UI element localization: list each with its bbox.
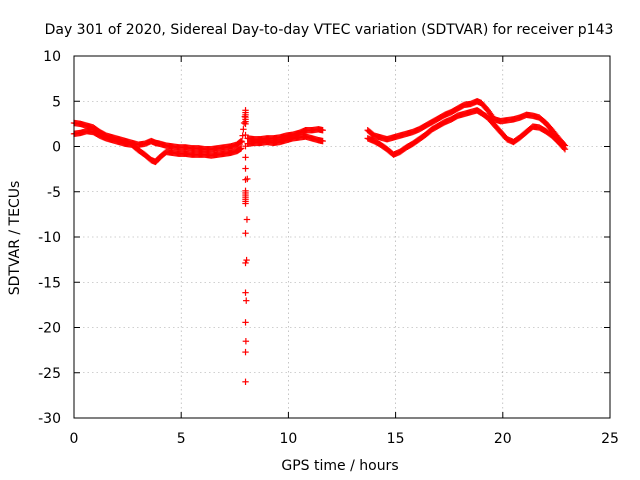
data-point-dense <box>553 136 560 144</box>
data-point-dense <box>242 142 249 150</box>
y-tick-label: -20 <box>38 321 61 337</box>
data-points-layer <box>70 98 569 385</box>
data-point-dense <box>546 130 554 138</box>
data-point-dense <box>243 216 251 223</box>
data-point-dense <box>242 338 250 345</box>
data-point-dense <box>439 120 446 127</box>
data-point-dense <box>375 140 382 147</box>
data-point-dense <box>452 106 459 113</box>
data-point-dense <box>154 156 161 163</box>
x-tick-label: 20 <box>494 431 512 447</box>
y-tick-label: -25 <box>38 366 61 382</box>
data-point-dense <box>433 116 440 123</box>
x-tick-label: 0 <box>70 431 79 447</box>
data-point-dense <box>420 133 427 140</box>
data-point-dense <box>139 149 146 157</box>
data-point-dense <box>388 149 395 157</box>
data-point-dense <box>318 137 326 145</box>
data-point-dense <box>527 125 534 132</box>
data-point-dense <box>488 119 496 126</box>
x-tick-label: 5 <box>177 431 186 447</box>
data-point-dense <box>426 120 434 127</box>
data-point-dense <box>501 133 509 141</box>
data-point-dense <box>244 175 251 183</box>
data-point-dense <box>242 319 249 326</box>
data-point-dense <box>413 137 421 144</box>
data-point-dense <box>242 131 249 139</box>
data-point-dense <box>242 165 249 172</box>
y-tick-label: 10 <box>43 49 61 65</box>
data-point-dense <box>407 141 414 149</box>
data-point-dense <box>546 124 554 131</box>
data-point-dense <box>488 113 496 120</box>
data-point-dense <box>368 130 376 138</box>
data-point-dense <box>514 135 522 143</box>
data-point-dense <box>560 144 568 152</box>
data-point-dense <box>482 104 489 112</box>
x-axis-label: GPS time / hours <box>281 458 398 474</box>
chart-title: Day 301 of 2020, Sidereal Day-to-day VTE… <box>45 22 614 38</box>
tick-labels-layer: 0 5 10 15 20 25 10 5 0 -5 -10 -15 -20 -25 -30 <box>38 49 619 447</box>
y-tick-label: -5 <box>47 185 61 201</box>
data-point-dense <box>242 154 249 161</box>
y-tick-label: -10 <box>38 230 61 246</box>
data-point-dense <box>242 289 249 296</box>
data-point-dense <box>439 112 446 120</box>
data-point-dense <box>420 123 427 131</box>
data-point-dense <box>318 126 326 134</box>
data-point-dense <box>239 132 246 139</box>
grid-layer <box>74 56 610 418</box>
data-point-dense <box>238 138 246 146</box>
data-point-dense <box>243 256 250 264</box>
data-point-dense <box>400 145 408 153</box>
data-point-dense <box>242 230 249 237</box>
y-axis-label: SDTVAR / TECUs <box>7 181 23 296</box>
data-point-dense <box>235 139 243 147</box>
data-point-dense <box>452 113 459 121</box>
y-tick-label: -30 <box>38 411 61 427</box>
data-point-dense <box>240 119 248 127</box>
data-point-dense <box>426 127 434 135</box>
data-point-dense <box>242 198 249 205</box>
data-point-dense <box>559 143 567 151</box>
data-point-dense <box>482 112 489 120</box>
data-point-dense <box>495 126 502 133</box>
x-tick-label: 25 <box>601 431 619 447</box>
data-point-dense <box>521 130 528 138</box>
data-point-dense <box>94 131 101 138</box>
data-point-dense <box>242 259 249 267</box>
y-tick-label: -15 <box>38 275 61 291</box>
data-point-dense <box>160 150 168 157</box>
data-point-dense <box>132 145 140 152</box>
x-tick-label: 10 <box>279 431 297 447</box>
data-point <box>242 378 249 385</box>
data-point-dense <box>540 126 547 134</box>
data-point-dense <box>381 144 389 151</box>
data-point-dense <box>243 297 250 304</box>
data-point-dense <box>540 117 547 125</box>
data-point-dense <box>242 118 249 125</box>
data-point-dense <box>433 123 440 131</box>
x-tick-label: 15 <box>387 431 405 447</box>
data-point-dense <box>237 145 244 152</box>
y-tick-label: 5 <box>52 94 61 110</box>
data-point-dense <box>240 126 247 133</box>
data-point-dense <box>458 102 466 110</box>
data-point-dense <box>242 348 249 356</box>
y-tick-label: 0 <box>52 140 61 156</box>
